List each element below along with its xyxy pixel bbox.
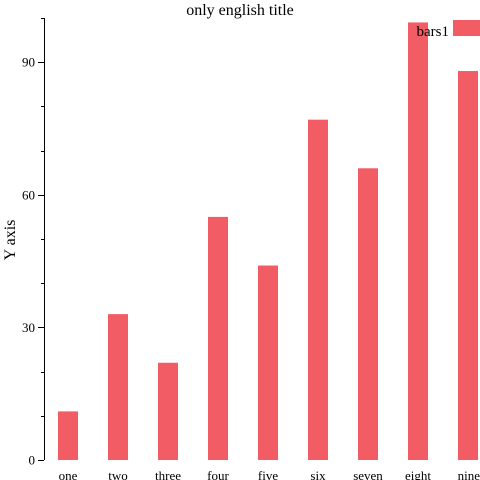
bar-five [258, 265, 278, 460]
bar-seven [358, 168, 378, 460]
legend: bars1 [417, 20, 480, 40]
bar-two [108, 314, 128, 460]
y-tick-label: 60 [22, 187, 35, 202]
y-tick-label: 30 [22, 320, 35, 335]
y-tick-label: 0 [29, 453, 36, 468]
x-tick-label: two [108, 468, 128, 480]
legend-swatch [453, 20, 480, 36]
bars [58, 22, 478, 460]
bar-six [308, 119, 328, 460]
x-axis-tick-labels: one two three four five six seven eight nine [59, 468, 480, 480]
bar-one [58, 411, 78, 460]
bar-nine [458, 71, 478, 460]
x-tick-label: four [207, 468, 229, 480]
bar-four [208, 216, 228, 460]
chart-title: only english title [186, 2, 294, 19]
x-tick-label: one [59, 468, 78, 480]
y-tick-label: 90 [22, 55, 35, 70]
legend-label: bars1 [417, 24, 450, 40]
x-tick-label: five [258, 468, 278, 480]
x-tick-label: three [155, 468, 181, 480]
bar-three [158, 362, 178, 460]
bar-eight [408, 22, 428, 460]
x-tick-label: eight [405, 468, 431, 480]
x-tick-label: nine [458, 468, 480, 480]
x-tick-label: six [310, 468, 326, 480]
x-tick-label: seven [353, 468, 383, 480]
y-axis-label: Y axis [2, 220, 19, 261]
y-axis-ticks: 0 30 60 90 [22, 18, 44, 468]
